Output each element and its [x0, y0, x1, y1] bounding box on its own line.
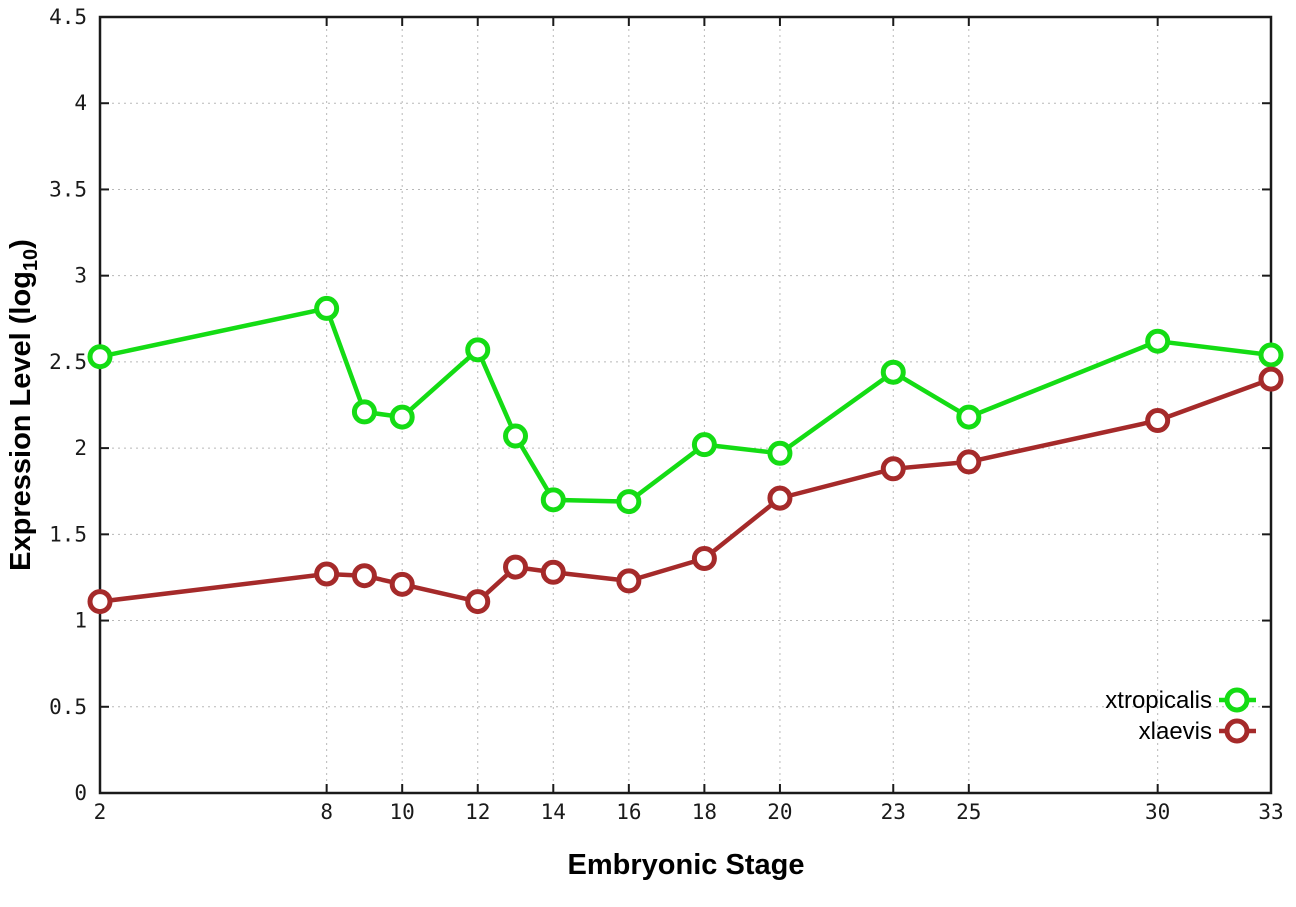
data-point-xtropicalis — [314, 295, 340, 321]
legend: xtropicalis xlaevis — [1105, 687, 1256, 745]
series-line-xlaevis — [97, 376, 1274, 604]
x-tick-label: 14 — [541, 800, 566, 824]
data-point-xtropicalis — [503, 423, 529, 449]
data-point-xtropicalis — [616, 489, 642, 515]
data-point-xtropicalis — [1258, 342, 1284, 368]
data-point-xlaevis — [389, 571, 415, 597]
data-point-xlaevis — [1145, 408, 1171, 434]
x-axis-title: Embryonic Stage — [568, 849, 805, 881]
data-point-xlaevis — [880, 456, 906, 482]
x-tick-label: 20 — [767, 800, 792, 824]
data-point-xtropicalis — [465, 337, 491, 363]
y-axis-title-subscript: 10 — [20, 249, 42, 271]
x-tick-label: 8 — [320, 800, 333, 824]
plot-border — [98, 15, 1273, 795]
y-tick-label: 4.5 — [49, 5, 87, 29]
data-point-xlaevis — [767, 485, 793, 511]
data-point-xtropicalis — [691, 432, 717, 458]
legend-label-xtropicalis: xtropicalis — [1105, 687, 1212, 714]
y-tick-label: 0.5 — [49, 695, 87, 719]
data-point-xtropicalis — [389, 404, 415, 430]
x-tick-label: 12 — [465, 800, 490, 824]
legend-sample-marker-xtropicalis — [1224, 687, 1250, 713]
y-axis-title-close: ) — [5, 239, 37, 249]
data-point-xlaevis — [956, 449, 982, 475]
data-point-xlaevis — [351, 563, 377, 589]
y-tick-label: 2.5 — [49, 350, 87, 374]
data-point-xtropicalis — [1145, 328, 1171, 354]
y-tick-label: 3 — [74, 264, 87, 288]
x-tick-label: 33 — [1258, 800, 1283, 824]
data-point-xlaevis — [314, 561, 340, 587]
y-tick-label: 2 — [74, 436, 87, 460]
x-tick-label: 16 — [616, 800, 641, 824]
data-point-xtropicalis — [767, 440, 793, 466]
y-tick-label: 1.5 — [49, 522, 87, 546]
data-series — [87, 295, 1284, 615]
data-point-xtropicalis — [351, 399, 377, 425]
data-point-xtropicalis — [956, 404, 982, 430]
y-tick-label: 1 — [74, 609, 87, 633]
y-tick-label: 4 — [74, 91, 87, 115]
data-point-xtropicalis — [880, 359, 906, 385]
data-point-xtropicalis — [87, 344, 113, 370]
series-xlaevis — [87, 366, 1284, 615]
gridlines — [99, 16, 1272, 794]
y-tick-label: 0 — [74, 781, 87, 805]
data-point-xlaevis — [87, 589, 113, 615]
x-tick-label: 18 — [692, 800, 717, 824]
x-tick-label: 30 — [1145, 800, 1170, 824]
series-xtropicalis — [87, 295, 1284, 515]
x-tick-label: 25 — [956, 800, 981, 824]
legend-label-xlaevis: xlaevis — [1139, 718, 1212, 745]
x-tick-label: 10 — [390, 800, 415, 824]
series-line-xtropicalis — [97, 306, 1274, 504]
data-point-xtropicalis — [540, 487, 566, 513]
tick-labels: 0 0.5 1 1.5 2 2.5 3 3.5 4 4.5 2 8 10 12 14 16 18 20 23 25 30… — [49, 5, 1284, 824]
data-point-xlaevis — [465, 589, 491, 615]
data-point-xlaevis — [503, 554, 529, 580]
legend-sample-marker-xlaevis — [1224, 718, 1250, 744]
data-point-xlaevis — [540, 559, 566, 585]
x-tick-label: 23 — [881, 800, 906, 824]
plot-border-rect — [98, 15, 1273, 795]
data-point-xlaevis — [691, 545, 717, 571]
data-point-xlaevis — [616, 568, 642, 594]
data-point-xlaevis — [1258, 366, 1284, 392]
y-tick-label: 3.5 — [49, 177, 87, 201]
y-axis-title: Expression Level (log10) — [5, 239, 42, 571]
x-tick-label: 2 — [94, 800, 107, 824]
axis-ticks — [99, 16, 1272, 794]
y-axis-title-main: Expression Level (log — [5, 271, 37, 571]
